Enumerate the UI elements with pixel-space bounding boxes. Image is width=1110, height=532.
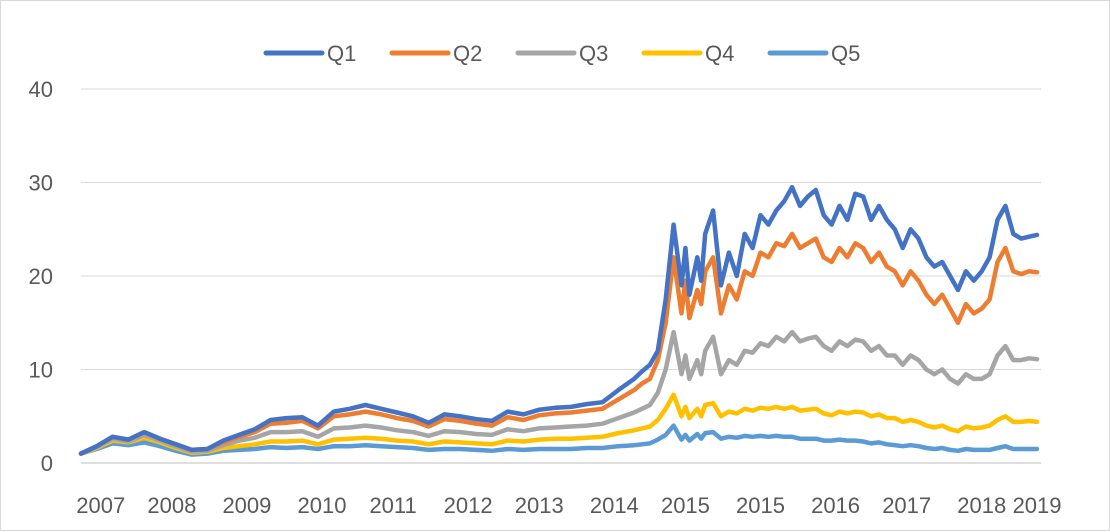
x-tick-label: 2011: [369, 493, 416, 518]
series-line-q3: [78, 329, 1040, 456]
x-tick-label: 2007: [76, 493, 125, 518]
x-tick-label: 2014: [590, 493, 639, 518]
y-tick-label: 10: [29, 358, 53, 383]
x-tick-label: 2015: [736, 493, 785, 518]
x-tick-label: 2018: [957, 493, 1006, 518]
y-tick-label: 20: [29, 264, 53, 289]
y-tick-label: 40: [29, 77, 53, 102]
x-axis-tick-labels: 2007 2008 2009 2010 2011 2012 2013 2014 2015 2015…: [76, 493, 1061, 518]
legend-label-q1: Q1: [327, 41, 356, 66]
series-line-q2: [78, 231, 1040, 456]
gridlines: [81, 88, 1041, 464]
x-tick-label: 2012: [444, 493, 493, 518]
x-tick-label: 2009: [222, 493, 271, 518]
x-tick-label: 2015: [661, 493, 710, 518]
x-tick-label: 2017: [882, 493, 931, 518]
series-line-q4: [78, 392, 1040, 456]
legend: Q1 Q2 Q3 Q4 Q5: [263, 41, 860, 66]
y-axis-tick-labels: 0 10 20 30 40: [29, 77, 53, 476]
x-tick-label: 2008: [147, 493, 196, 518]
x-tick-label: 2013: [515, 493, 564, 518]
x-tick-label: 2019: [1013, 493, 1062, 518]
series-line-q1: [78, 184, 1040, 456]
legend-label-q4: Q4: [705, 41, 734, 66]
legend-label-q3: Q3: [579, 41, 608, 66]
series-line-q5: [78, 423, 1040, 457]
y-tick-label: 30: [29, 171, 53, 196]
x-tick-label: 2010: [298, 493, 347, 518]
y-tick-label: 0: [41, 451, 53, 476]
x-tick-label: 2016: [811, 493, 860, 518]
series-lines: [78, 184, 1040, 457]
legend-label-q2: Q2: [453, 41, 482, 66]
legend-label-q5: Q5: [831, 41, 860, 66]
